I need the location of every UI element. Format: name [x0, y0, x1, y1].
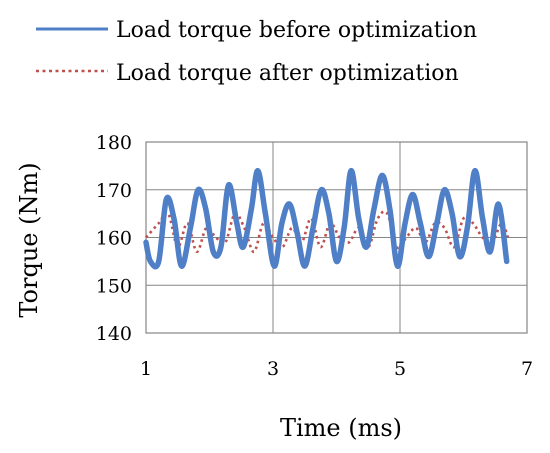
grid: [146, 142, 527, 333]
x-tick-label-3: 3: [267, 358, 279, 380]
series-line-before: [143, 167, 510, 270]
x-tick-label-1: 1: [140, 358, 152, 380]
x-tick-label-5: 5: [394, 358, 406, 380]
x-axis-label: Time (ms): [280, 414, 402, 442]
y-tick-label-180: 180: [96, 132, 132, 154]
y-tick-label-150: 150: [96, 275, 132, 297]
y-tick-label-160: 160: [96, 228, 132, 250]
y-axis-label: Torque (Nm): [15, 162, 43, 317]
legend-label-after: Load torque after optimization: [116, 61, 459, 86]
series-layer: [143, 167, 510, 270]
y-tick-label-170: 170: [96, 180, 132, 202]
x-tick-label-7: 7: [521, 358, 533, 380]
tick-labels: 140 150 160 170 180 1 3 5 7: [96, 132, 533, 380]
legend-label-before: Load torque before optimization: [116, 18, 477, 43]
legend: Load torque before optimization Load tor…: [36, 18, 477, 86]
y-tick-label-140: 140: [96, 323, 132, 345]
